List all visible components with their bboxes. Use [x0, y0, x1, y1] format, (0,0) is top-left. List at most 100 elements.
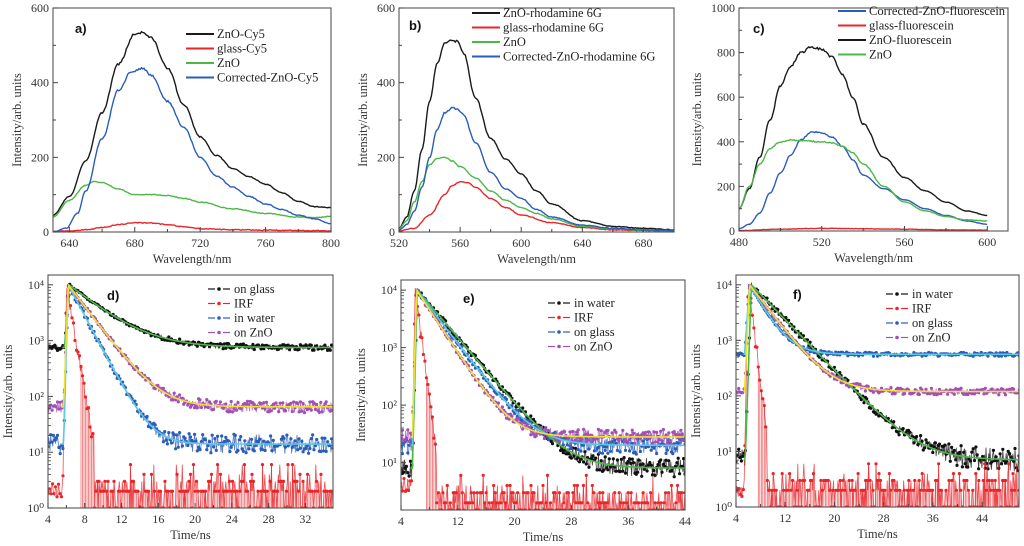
data-point: [653, 501, 657, 505]
data-point: [176, 341, 180, 345]
data-point: [640, 474, 644, 478]
data-point: [862, 401, 866, 405]
data-point: [641, 491, 645, 495]
data-point: [195, 406, 199, 410]
y-tick-label: 1000: [711, 1, 735, 15]
data-point: [259, 489, 263, 493]
x-tick-label: 44: [679, 514, 691, 528]
data-point: [952, 392, 956, 396]
data-point: [761, 397, 765, 401]
data-point: [650, 441, 655, 445]
data-point: [128, 463, 133, 467]
data-point: [896, 430, 900, 434]
data-point: [529, 483, 533, 488]
series-line: [736, 284, 1019, 397]
legend-item: on ZnO: [208, 326, 273, 340]
data-point: [82, 381, 86, 385]
data-point: [430, 415, 434, 419]
data-point: [188, 472, 193, 476]
x-tick-label: 560: [451, 236, 469, 250]
data-point: [172, 391, 176, 395]
data-point: [644, 445, 648, 449]
data-point: [959, 488, 963, 492]
data-point: [573, 439, 578, 443]
legend-label: on ZnO: [234, 326, 273, 340]
data-point: [297, 347, 301, 351]
data-point: [317, 410, 321, 414]
data-point: [995, 388, 1000, 392]
data-point: [201, 433, 205, 437]
x-axis-title: Time/ns: [857, 527, 898, 541]
data-point: [576, 428, 580, 432]
data-point: [902, 392, 907, 396]
data-point: [176, 445, 180, 449]
data-point: [659, 458, 663, 462]
data-point: [599, 459, 603, 463]
data-point: [653, 473, 657, 477]
data-point: [929, 386, 934, 390]
legend-item: on glass: [886, 316, 953, 330]
data-point: [952, 448, 956, 453]
x-tick-label: 16: [152, 512, 164, 526]
data-point: [887, 472, 892, 476]
data-point: [563, 430, 567, 434]
data-point: [133, 399, 137, 403]
data-point: [959, 444, 963, 448]
data-point: [625, 501, 629, 505]
data-point: [407, 439, 411, 443]
data-point: [55, 400, 60, 404]
data-point: [172, 433, 176, 437]
x-tick-label: 680: [634, 236, 652, 250]
data-point: [448, 501, 452, 505]
series-zno-rhodamine-6g: [399, 39, 674, 231]
data-point: [224, 402, 228, 406]
data-point: [645, 469, 649, 473]
legend-item: ZnO-Cy5: [186, 27, 265, 41]
x-tick-label: 36: [622, 514, 634, 528]
data-point: [649, 448, 653, 452]
data-point: [324, 400, 328, 404]
data-point: [283, 445, 288, 449]
data-point: [68, 304, 73, 308]
data-point: [605, 445, 609, 449]
data-point: [531, 417, 536, 421]
data-point: [491, 395, 495, 399]
data-point: [454, 491, 458, 495]
data-point: [250, 472, 254, 476]
data-point: [826, 353, 830, 357]
x-axis-title: Time/ns: [170, 528, 211, 542]
data-point: [307, 407, 311, 411]
data-point: [944, 488, 948, 492]
x-axis-title: Time/ns: [523, 530, 564, 544]
data-point: [50, 408, 54, 412]
legend-marker: [895, 306, 899, 311]
panel-label: f): [793, 287, 802, 302]
data-point: [406, 471, 410, 475]
data-point: [307, 451, 311, 455]
data-point: [669, 469, 674, 473]
legend-marker: [217, 301, 221, 306]
data-point: [933, 441, 938, 445]
data-point: [843, 488, 847, 492]
data-point: [621, 469, 625, 473]
series-corrected-zno-cy5: [53, 66, 331, 232]
y-tick-label: 400: [31, 76, 49, 90]
data-point: [526, 491, 530, 495]
data-point: [929, 444, 934, 448]
data-point: [590, 456, 594, 461]
x-tick-label: 12: [116, 512, 128, 526]
panel-label: e): [463, 291, 475, 306]
data-point: [920, 472, 924, 476]
data-point: [206, 405, 210, 410]
data-point: [166, 489, 170, 493]
data-point: [626, 441, 630, 445]
data-point: [831, 488, 835, 492]
y-tick-label: 10²: [28, 389, 44, 403]
data-point: [791, 478, 795, 483]
data-point: [296, 448, 300, 452]
data-point: [628, 449, 632, 453]
data-point: [981, 478, 985, 483]
data-point: [58, 452, 62, 456]
data-point: [562, 501, 566, 505]
